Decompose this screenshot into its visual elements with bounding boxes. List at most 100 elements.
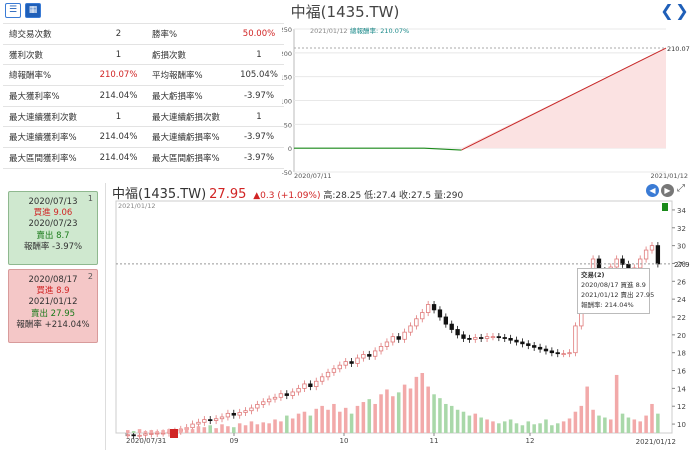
- volume-bar: [420, 373, 425, 433]
- stat-label: 最大連續獲利次數: [3, 105, 91, 128]
- grid-icon: ▦: [28, 5, 38, 15]
- candle: [449, 323, 454, 330]
- stat-value: -3.97%: [234, 126, 284, 149]
- stat-label: 總交易次數: [3, 23, 91, 45]
- volume-bar: [338, 411, 342, 433]
- stat-value: 210.07%: [91, 64, 146, 87]
- volume-bar: [650, 403, 654, 433]
- candle: [508, 338, 513, 341]
- tooltip-line-1: 2020/08/17 買進 8.9: [581, 281, 646, 289]
- price-chart: 2021/01/12 34 32 30 28 26 24 22 20 18 16 14 12 10 27.9…: [106, 197, 690, 450]
- y-tick-label: 150: [282, 74, 292, 82]
- volume-bar: [608, 419, 613, 433]
- y-tick-label: 26: [677, 278, 686, 286]
- candle: [561, 353, 566, 355]
- y-tick-label: -50: [282, 169, 292, 177]
- candle: [131, 434, 136, 437]
- prev-button[interactable]: ❮: [660, 1, 674, 20]
- volume-bar: [473, 413, 478, 433]
- volume-bar: [308, 415, 313, 433]
- trade-card-2[interactable]: 2 2020/08/17 買進 8.9 2021/01/12 賣出 27.95 …: [8, 269, 98, 343]
- list-view-button[interactable]: ☰: [5, 3, 21, 18]
- stat-label: 平均報酬率%: [146, 64, 234, 87]
- y-tick-label: 30: [677, 243, 686, 251]
- y-tick-label: 100: [282, 98, 292, 106]
- candle: [261, 401, 266, 405]
- candle: [425, 304, 431, 313]
- stock-volume: 量:290: [433, 191, 464, 201]
- volume-bar: [367, 399, 372, 433]
- volume-bar: [143, 431, 148, 433]
- volume-bar: [379, 394, 383, 433]
- volume-bar: [326, 409, 330, 433]
- volume-bar: [656, 413, 660, 433]
- volume-bar: [237, 423, 242, 433]
- volume-bar: [620, 413, 625, 433]
- stat-label: 最大虧損率%: [146, 85, 234, 107]
- y-tick-label: 32: [677, 225, 686, 233]
- stock-name: 中福(1435.TW): [112, 187, 207, 202]
- next-button[interactable]: ❯: [675, 1, 689, 20]
- trade-return: 報酬率 -3.97%: [23, 241, 83, 252]
- candle: [355, 357, 360, 364]
- stock-price: 27.95: [209, 187, 247, 202]
- stat-value: 1: [91, 43, 146, 66]
- y-tick-label: 250: [282, 26, 292, 34]
- candle: [213, 418, 219, 421]
- candle: [514, 339, 519, 343]
- trade-sell-date: 2021/01/12: [28, 297, 78, 308]
- volume-bar: [302, 411, 307, 433]
- chart-next-button[interactable]: ▶: [661, 184, 674, 197]
- candle: [455, 329, 460, 336]
- y-tick-label: 14: [677, 385, 686, 393]
- volume-bar: [561, 421, 566, 433]
- x-end-label: 2021/01/12: [651, 172, 688, 180]
- volume-bar: [391, 396, 395, 433]
- trade-buy-label: 買進 8.9: [36, 286, 70, 297]
- volume-bar: [555, 423, 560, 433]
- stock-high: 高:28.25: [323, 191, 362, 201]
- volume-bar: [385, 389, 389, 433]
- stat-value: 2: [91, 23, 146, 45]
- grid-view-button[interactable]: ▦: [25, 3, 41, 18]
- candle: [543, 348, 549, 352]
- candle: [325, 371, 331, 378]
- x-tick-label: 09: [230, 437, 239, 445]
- stock-change: ▲0.3 (+1.09%): [253, 191, 321, 201]
- trade-card-1[interactable]: 1 2020/07/13 買進 9.06 2020/07/23 賣出 8.7 報…: [8, 191, 98, 265]
- volume-bar: [585, 386, 589, 433]
- volume-bar: [243, 425, 248, 433]
- candle: [319, 376, 325, 382]
- volume-bar: [161, 430, 165, 433]
- candle: [255, 404, 260, 409]
- volume-bar: [626, 417, 631, 433]
- volume-bar: [479, 417, 483, 433]
- volume-bar: [279, 421, 283, 433]
- volume-bar: [267, 423, 271, 433]
- y-tick-label: 18: [677, 350, 686, 358]
- expand-icon[interactable]: ⤢: [677, 183, 685, 194]
- x-start-label: 2020/07/11: [294, 172, 331, 180]
- candle: [237, 412, 242, 416]
- volume-bar: [396, 392, 401, 433]
- volume-bar: [343, 407, 348, 433]
- stats-row: 最大連續獲利次數 1 最大連續虧損次數 1: [3, 105, 284, 128]
- candle: [573, 325, 578, 354]
- volume-bar: [573, 411, 578, 433]
- candle: [484, 336, 490, 339]
- chart-prev-button[interactable]: ◀: [646, 184, 659, 197]
- trade-buy-date: 2020/07/13: [28, 197, 78, 207]
- top-toolbar: ☰ ▦ 中福(1435.TW) ❮ ❯: [0, 0, 690, 22]
- stat-value: -3.97%: [234, 147, 284, 169]
- candle: [290, 391, 295, 396]
- candle: [219, 416, 225, 420]
- volume-bar: [285, 415, 289, 433]
- equity-date-label: 2021/01/12: [310, 27, 347, 35]
- candle: [620, 258, 625, 265]
- trade-sell-label: 賣出 8.7: [36, 230, 70, 241]
- candle: [225, 412, 231, 418]
- candle: [655, 245, 661, 265]
- candle: [284, 393, 289, 396]
- volume-bar: [532, 424, 536, 433]
